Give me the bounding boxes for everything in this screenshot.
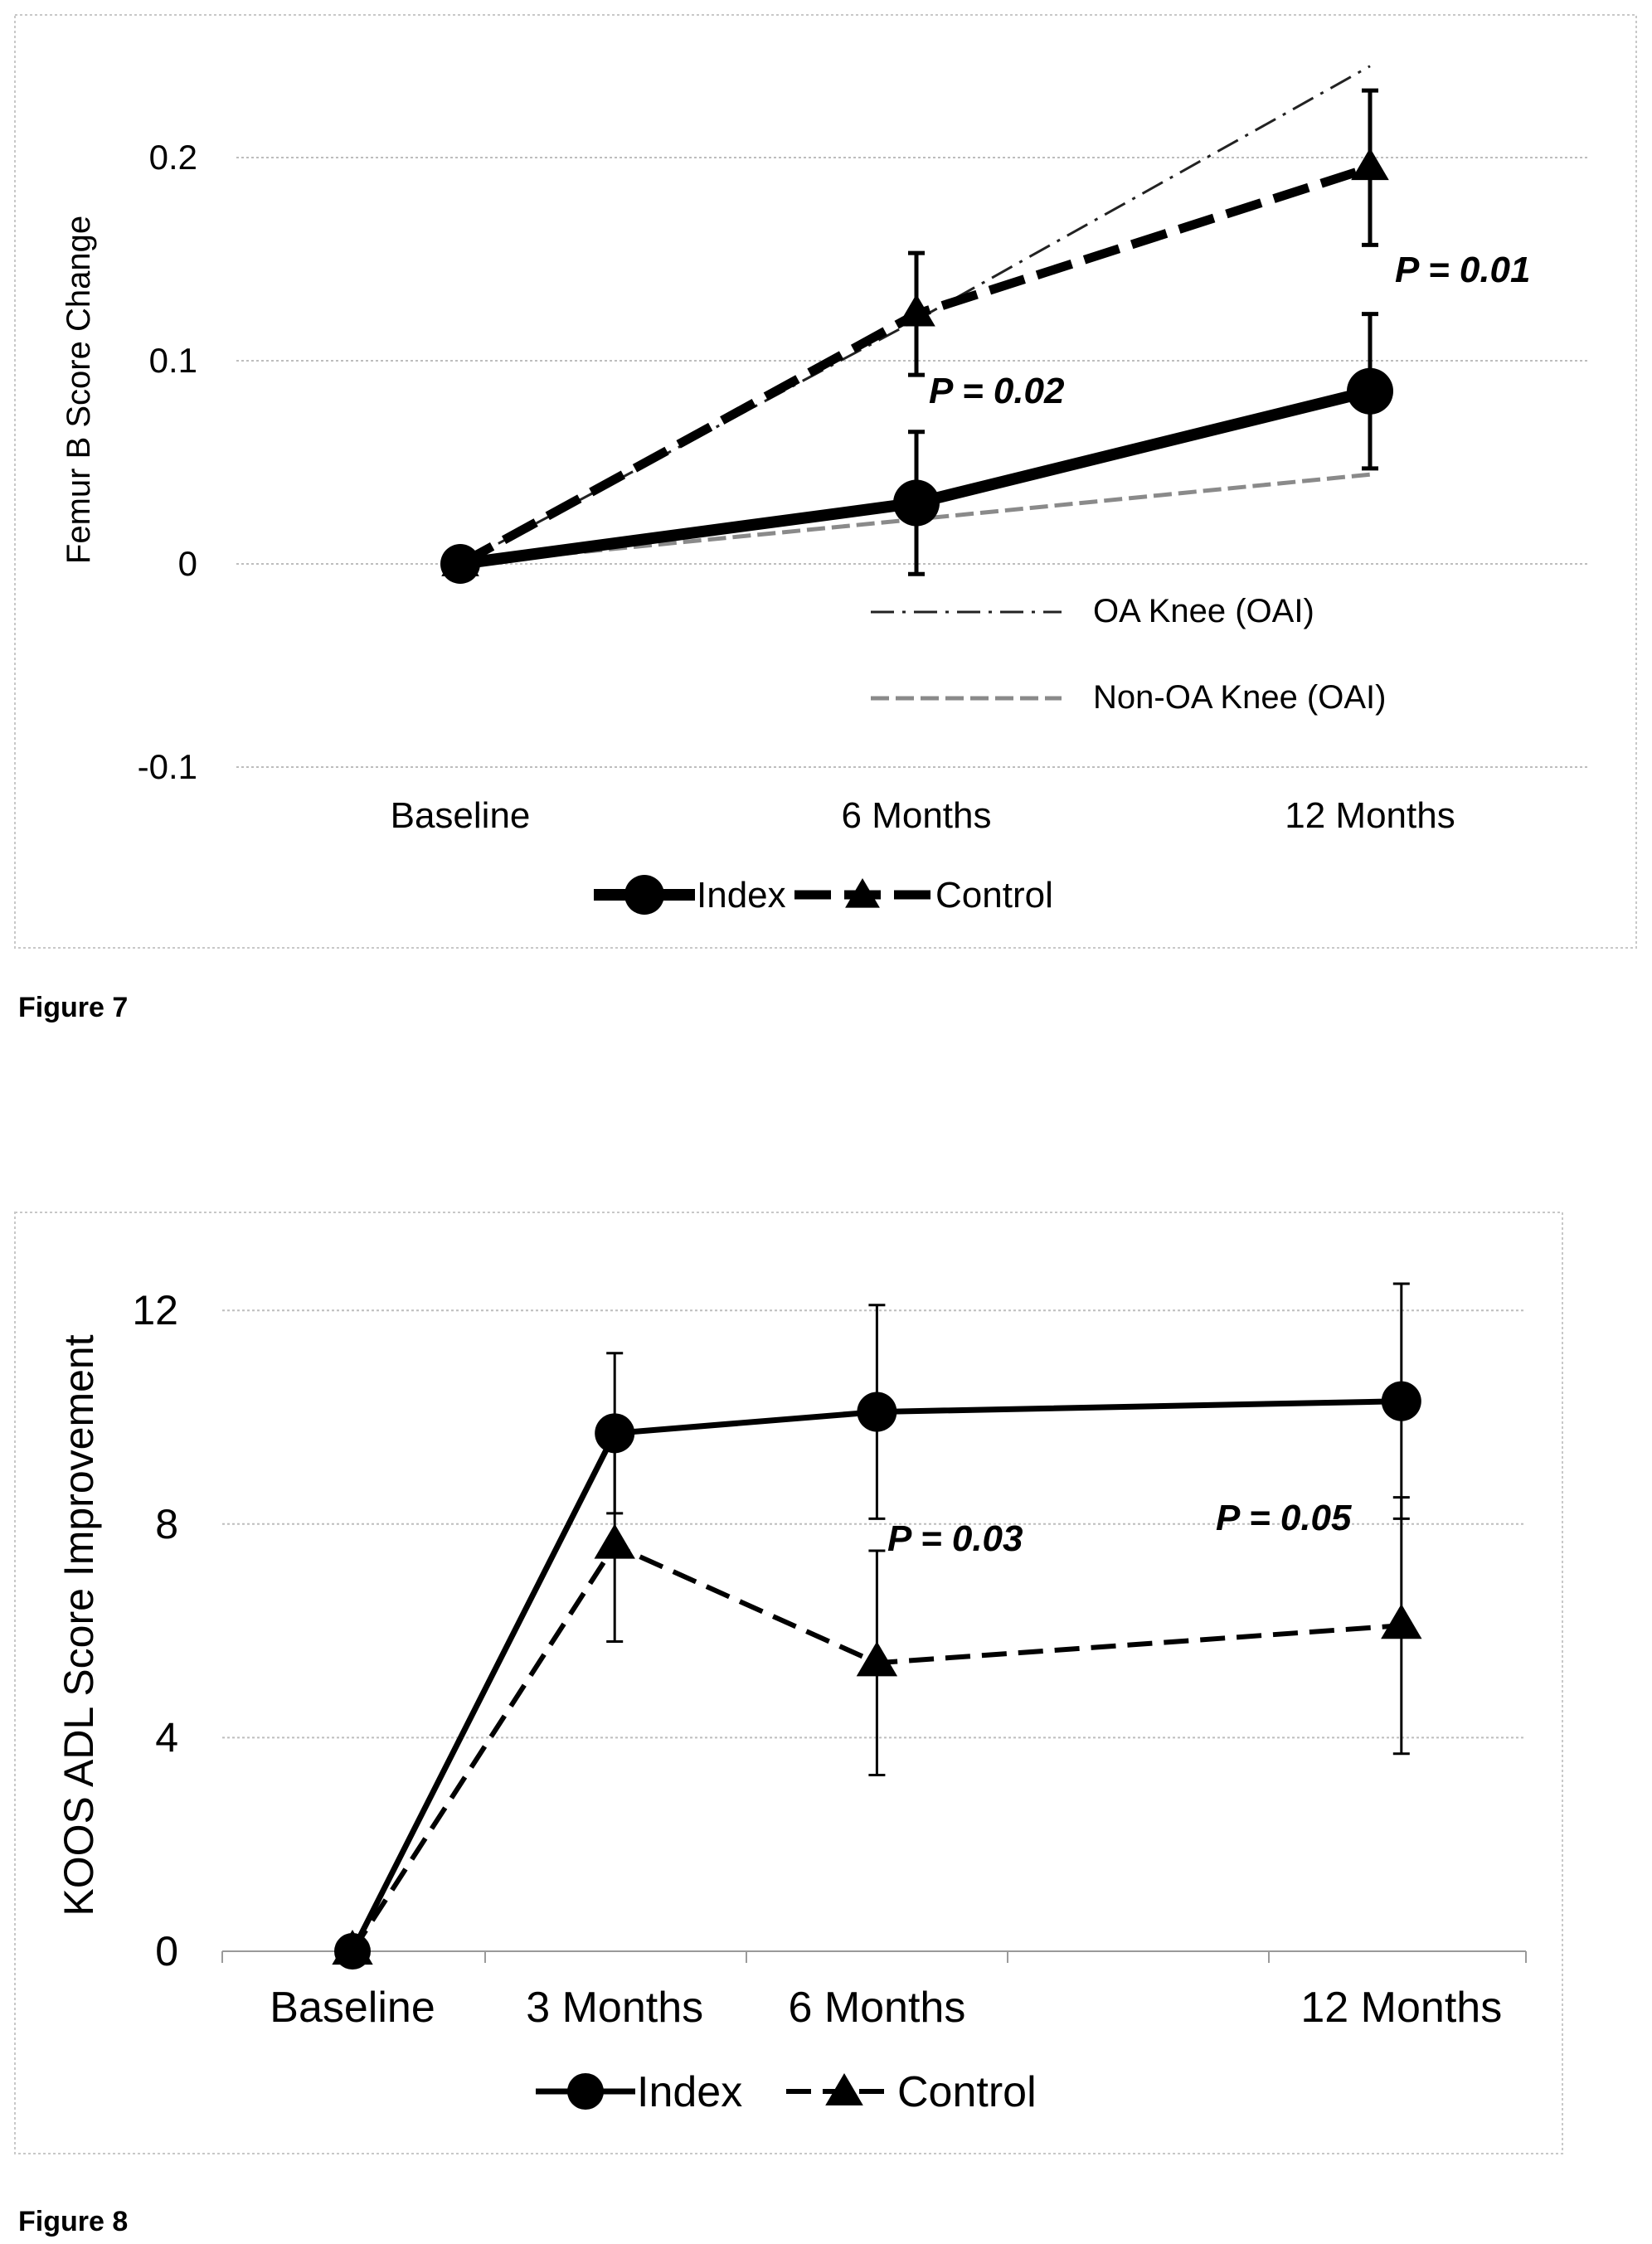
chart1-control-point-6-months (897, 294, 935, 327)
chart2-y-tick-label: 12 (132, 1287, 178, 1333)
chart2-y-tick-labels: 0 4 8 12 (132, 1287, 178, 1974)
chart1-p-value-6-months: P = 0.02 (929, 371, 1065, 411)
chart2-index-point-12-months (1381, 1381, 1421, 1421)
chart1-index-point-12-months (1347, 367, 1393, 415)
chart2-legend: Index Control (536, 2068, 1037, 2116)
chart2-index-point-6-months (857, 1392, 897, 1432)
chart1-control-point-12-months (1351, 148, 1389, 181)
chart1-series (440, 88, 1393, 584)
chart2-x-tick-label-12-months: 12 Months (1300, 1984, 1502, 2032)
chart2-legend-label-control: Control (897, 2068, 1037, 2116)
chart2-legend-label-index: Index (637, 2068, 742, 2116)
chart1-gridlines (236, 157, 1588, 768)
chart1-x-tick-label-6-months: 6 Months (842, 795, 992, 836)
chart2-x-axis (221, 1950, 1527, 1963)
chart2-control-point-3-months (594, 1523, 635, 1559)
chart2-x-tick-label-6-months: 6 Months (788, 1984, 965, 2032)
chart2-legend-marker-control (825, 2073, 863, 2106)
chart2-y-axis-label: KOOS ADL Score Improvement (56, 1334, 102, 1916)
chart2-legend-marker-index (567, 2073, 604, 2110)
chart1-ref-line-oa-knee-oai (459, 65, 1371, 566)
chart1-y-tick-label: 0.1 (149, 341, 197, 380)
chart2-y-tick-label: 0 (155, 1928, 178, 1974)
chart2-series (332, 1282, 1422, 1970)
chart1-ref-legend-label-non-oa: Non-OA Knee (OAI) (1093, 679, 1386, 716)
chart1-frame (14, 14, 1637, 949)
chart1-x-tick-labels: Baseline 6 Months 12 Months (391, 795, 1455, 836)
chart1-reference-legend: OA Knee (OAI) Non-OA Knee (OAI) (871, 593, 1386, 716)
chart2-y-tick-label: 8 (155, 1501, 178, 1547)
chart1-legend-marker-control (845, 878, 880, 908)
chart2-annotations: P = 0.03 P = 0.05 (887, 1498, 1352, 1559)
chart1-annotations: P = 0.02 P = 0.01 (929, 250, 1531, 411)
chart2-frame (14, 1212, 1563, 2154)
chart1-legend-label-control: Control (935, 875, 1053, 916)
chart2-p-value-6-months: P = 0.03 (887, 1518, 1023, 1559)
chart2-p-value-12-months: P = 0.05 (1216, 1498, 1352, 1538)
chart1-y-tick-label: 0.2 (149, 138, 197, 177)
chart1-index-point-baseline (440, 544, 480, 584)
chart1-y-tick-label: -0.1 (138, 747, 197, 786)
chart1-x-tick-label-12-months: 12 Months (1285, 795, 1455, 836)
chart2-index-point-3-months (595, 1413, 635, 1454)
figure-7-caption: Figure 7 (18, 992, 129, 1023)
chart2-y-tick-label: 4 (155, 1714, 178, 1761)
chart1-legend-label-index: Index (697, 875, 786, 916)
chart2-x-tick-label-3-months: 3 Months (526, 1984, 703, 2032)
chart2-index-point-baseline (334, 1933, 371, 1970)
chart1-legend-marker-index (624, 875, 664, 915)
figure-8-caption: Figure 8 (18, 2206, 129, 2237)
chart2-x-tick-label-baseline: Baseline (270, 1984, 435, 2032)
chart2-gridlines (222, 1309, 1526, 1739)
chart1-legend: Index Control (594, 875, 1053, 916)
chart1-y-axis-label: Femur B Score Change (61, 216, 97, 564)
chart2-control-point-12-months (1381, 1604, 1422, 1639)
chart1-p-value-12-months: P = 0.01 (1395, 250, 1531, 290)
chart2-index-line (349, 1398, 1402, 1953)
chart1-y-tick-labels: -0.1 0 0.1 0.2 (138, 138, 197, 786)
chart1-index-point-6-months (893, 479, 940, 527)
chart1-x-tick-label-baseline: Baseline (391, 795, 531, 836)
chart2-control-line (350, 1542, 1402, 1953)
chart1-y-tick-label: 0 (178, 544, 197, 583)
chart2-x-tick-labels: Baseline 3 Months 6 Months 12 Months (270, 1984, 1502, 2032)
chart1-ref-legend-label-oa: OA Knee (OAI) (1093, 593, 1314, 629)
chart2-control-point-6-months (856, 1641, 898, 1677)
